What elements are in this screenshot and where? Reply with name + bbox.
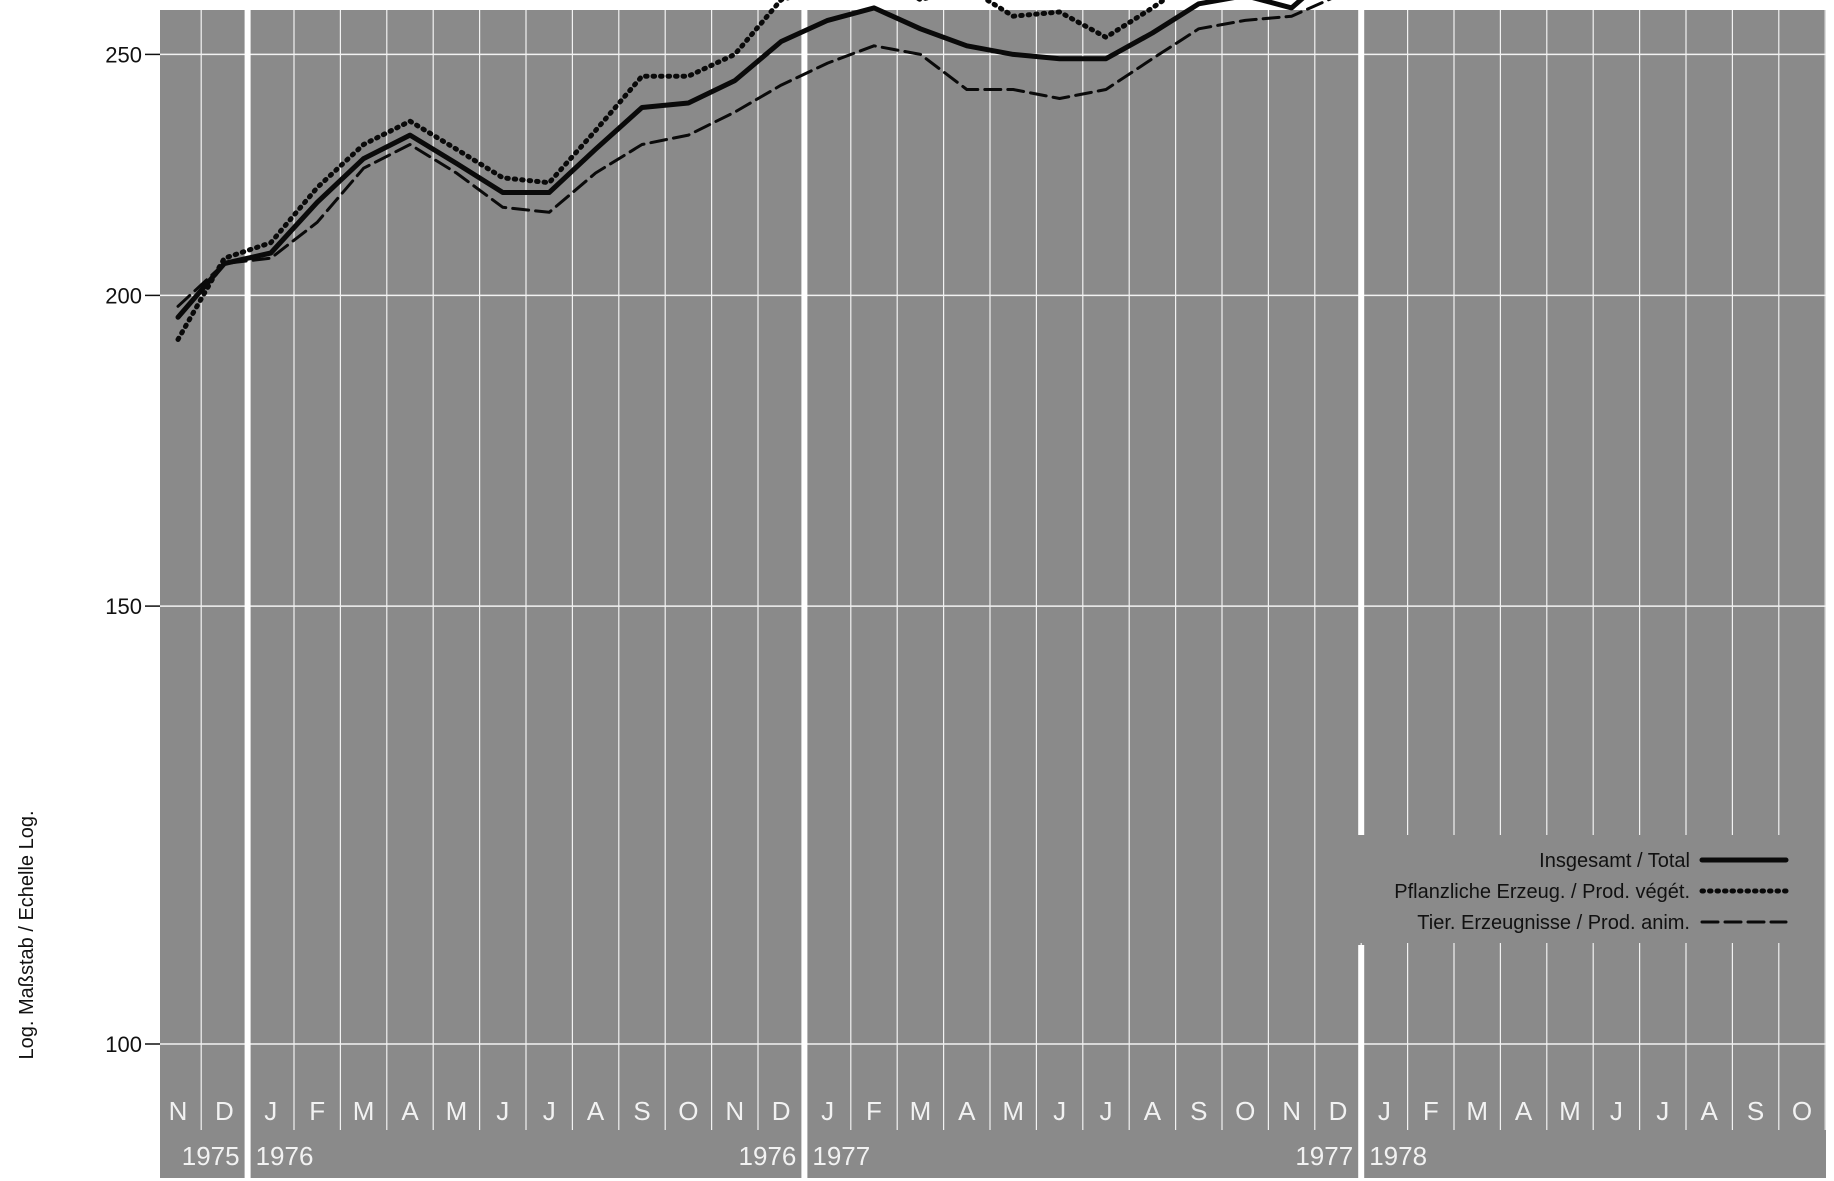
x-tick-label: N — [169, 1096, 188, 1126]
x-tick-label: D — [772, 1096, 791, 1126]
grid — [160, 10, 1826, 1178]
x-tick-label: D — [215, 1096, 234, 1126]
year-label: 1976 — [256, 1141, 314, 1171]
x-tick-label: J — [821, 1096, 834, 1126]
year-label: 1975 — [182, 1141, 240, 1171]
x-tick-label: J — [496, 1096, 509, 1126]
x-tick-label: A — [401, 1096, 419, 1126]
year-label: 1978 — [1369, 1141, 1427, 1171]
y-tick-label: 100 — [105, 1032, 142, 1057]
x-tick-label: M — [446, 1096, 468, 1126]
x-tick-label: S — [1747, 1096, 1764, 1126]
x-tick-label: M — [910, 1096, 932, 1126]
x-tick-label: S — [633, 1096, 650, 1126]
x-tick-label: O — [1792, 1096, 1812, 1126]
x-tick-label: D — [1329, 1096, 1348, 1126]
y-axis-label: Log. Maßstab / Echelle Log. — [16, 810, 38, 1059]
x-tick-label: O — [1235, 1096, 1255, 1126]
series-line-2 — [175, 0, 1168, 342]
legend: Insgesamt / Total Pflanzliche Erzeug. / P… — [1320, 835, 1800, 943]
x-tick-label: J — [1053, 1096, 1066, 1126]
year-label: 1976 — [739, 1141, 797, 1171]
x-tick-label: M — [1466, 1096, 1488, 1126]
series-lines — [175, 0, 1332, 342]
x-tick-label: A — [1144, 1096, 1162, 1126]
x-tick-label: J — [543, 1096, 556, 1126]
x-tick-label: A — [958, 1096, 976, 1126]
legend-entry-label: Pflanzliche Erzeug. / Prod. végét. — [1394, 881, 1690, 903]
x-tick-label: M — [1002, 1096, 1024, 1126]
x-tick-label: F — [866, 1096, 882, 1126]
y-tick-label: 250 — [105, 42, 142, 67]
x-tick-label: F — [1423, 1096, 1439, 1126]
legend-entry-label: Tier. Erzeugnisse / Prod. anim. — [1417, 912, 1690, 934]
x-tick-label: J — [264, 1096, 277, 1126]
y-axis: 100150200250300350 — [105, 42, 160, 1057]
x-tick-label: J — [1656, 1096, 1669, 1126]
x-tick-label: N — [1282, 1096, 1301, 1126]
x-tick-label: M — [1559, 1096, 1581, 1126]
x-tick-label: J — [1610, 1096, 1623, 1126]
plot-background — [160, 10, 1826, 1178]
x-tick-label: N — [725, 1096, 744, 1126]
year-label: 1977 — [1295, 1141, 1353, 1171]
series-line-3 — [176, 0, 1332, 308]
x-tick-label: M — [353, 1096, 375, 1126]
y-tick-label: 150 — [105, 594, 142, 619]
x-tick-label: S — [1190, 1096, 1207, 1126]
x-tick-label: F — [309, 1096, 325, 1126]
x-tick-label: J — [1378, 1096, 1391, 1126]
x-tick-label: O — [678, 1096, 698, 1126]
x-tick-label: A — [1515, 1096, 1533, 1126]
x-axis: N D J F M A M J J A S O N D J F M A M J J A S O N D J F M A M J J A S O1975… — [169, 1096, 1813, 1171]
x-tick-label: A — [1701, 1096, 1719, 1126]
y-tick-label: 200 — [105, 283, 142, 308]
x-tick-label: J — [1100, 1096, 1113, 1126]
series-line-1 — [175, 0, 1305, 320]
year-label: 1977 — [812, 1141, 870, 1171]
x-tick-label: A — [587, 1096, 605, 1126]
legend-entry-label: Insgesamt / Total — [1539, 850, 1690, 872]
